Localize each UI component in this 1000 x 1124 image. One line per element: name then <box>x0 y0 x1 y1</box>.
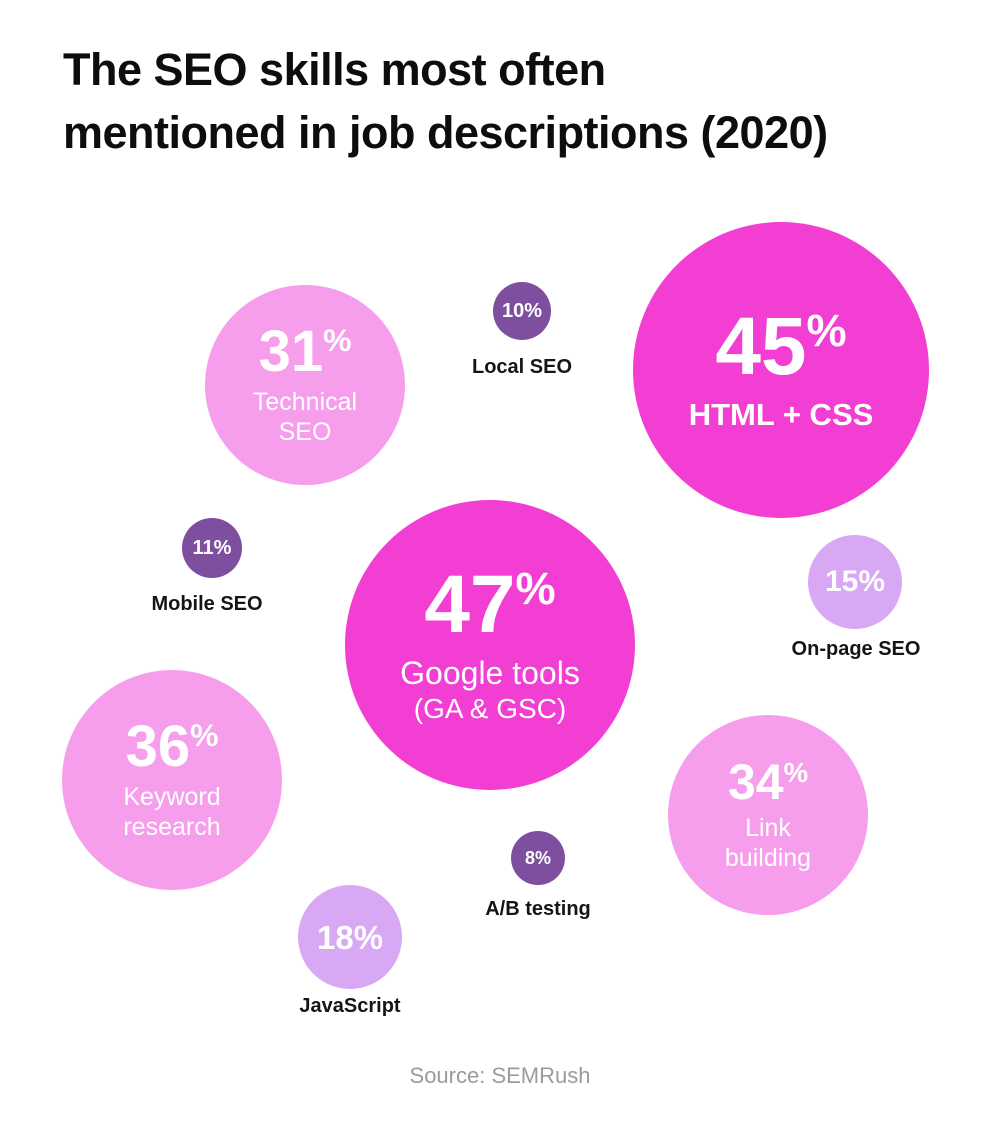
value-number: 15 <box>824 565 859 598</box>
percent-sign: % <box>353 918 384 956</box>
bubble-javascript: 18% <box>298 885 402 989</box>
value-number: 10 <box>501 300 525 322</box>
label-line: SEO <box>278 418 332 446</box>
percent-sign: % <box>858 565 886 598</box>
label-line: Link <box>745 814 791 842</box>
bubble-keyword-research-label: Keyword research <box>123 782 220 842</box>
value-number: 45 <box>715 301 807 393</box>
bubble-google-tools-label: Google tools <box>400 655 580 691</box>
value-number: 11 <box>192 537 214 559</box>
label-line: building <box>724 844 812 872</box>
value-number: 8 <box>524 848 535 868</box>
percent-sign: % <box>535 848 552 868</box>
label-line: Keyword <box>123 783 221 811</box>
bubble-javascript-value: 18% <box>317 921 383 954</box>
bubble-mobile-seo-value: 11% <box>193 538 232 558</box>
bubble-ab-testing-label: A/B testing <box>485 898 591 920</box>
bubble-mobile-seo: 11% <box>182 518 242 578</box>
bubble-link-building-value: 34% <box>728 757 808 807</box>
chart-title: The SEO skills most often mentioned in j… <box>63 38 828 164</box>
label-line: Technical <box>252 388 358 416</box>
value-number: 47 <box>424 559 516 650</box>
bubble-google-tools: 47% Google tools (GA & GSC) <box>345 500 635 790</box>
percent-sign: % <box>213 537 232 559</box>
bubble-on-page-seo-label: On-page SEO <box>791 638 921 660</box>
bubble-mobile-seo-label: Mobile SEO <box>151 593 263 615</box>
bubble-javascript-label: JavaScript <box>299 995 401 1017</box>
source-attribution: Source: SEMRush <box>409 1063 591 1088</box>
bubble-ab-testing: 8% <box>511 831 565 885</box>
bubble-technical-seo-label: Technical SEO <box>253 387 357 447</box>
value-number: 31 <box>258 319 324 384</box>
chart-title-line2: mentioned in job descriptions (2020) <box>63 107 828 158</box>
bubble-google-tools-sublabel: (GA & GSC) <box>413 693 567 725</box>
bubble-google-tools-value: 47% <box>424 564 555 646</box>
percent-sign: % <box>806 305 847 357</box>
bubble-ab-testing-value: 8% <box>525 849 551 867</box>
bubble-on-page-seo-value: 15% <box>825 567 885 597</box>
percent-sign: % <box>515 563 556 615</box>
percent-sign: % <box>323 322 352 359</box>
bubble-html-css-value: 45% <box>715 306 846 388</box>
bubble-technical-seo-value: 31% <box>259 323 352 381</box>
bubble-link-building: 34% Link building <box>668 715 868 915</box>
percent-sign: % <box>190 717 219 754</box>
bubble-html-css-label: HTML + CSS <box>688 397 874 433</box>
chart-title-line1: The SEO skills most often <box>63 44 606 95</box>
bubble-keyword-research: 36% Keyword research <box>62 670 282 890</box>
bubble-on-page-seo: 15% <box>808 535 902 629</box>
percent-sign: % <box>783 756 809 788</box>
label-line: research <box>123 813 221 841</box>
bubble-technical-seo: 31% Technical SEO <box>205 285 405 485</box>
bubble-local-seo: 10% <box>493 282 551 340</box>
bubble-link-building-label: Link building <box>725 813 811 873</box>
value-number: 34 <box>727 754 784 810</box>
bubble-keyword-research-value: 36% <box>126 718 219 776</box>
bubble-local-seo-value: 10% <box>502 301 542 321</box>
bubble-html-css: 45% HTML + CSS <box>633 222 929 518</box>
value-number: 36 <box>125 714 191 779</box>
percent-sign: % <box>524 300 543 322</box>
value-number: 18 <box>316 918 354 956</box>
bubble-local-seo-label: Local SEO <box>471 356 573 378</box>
